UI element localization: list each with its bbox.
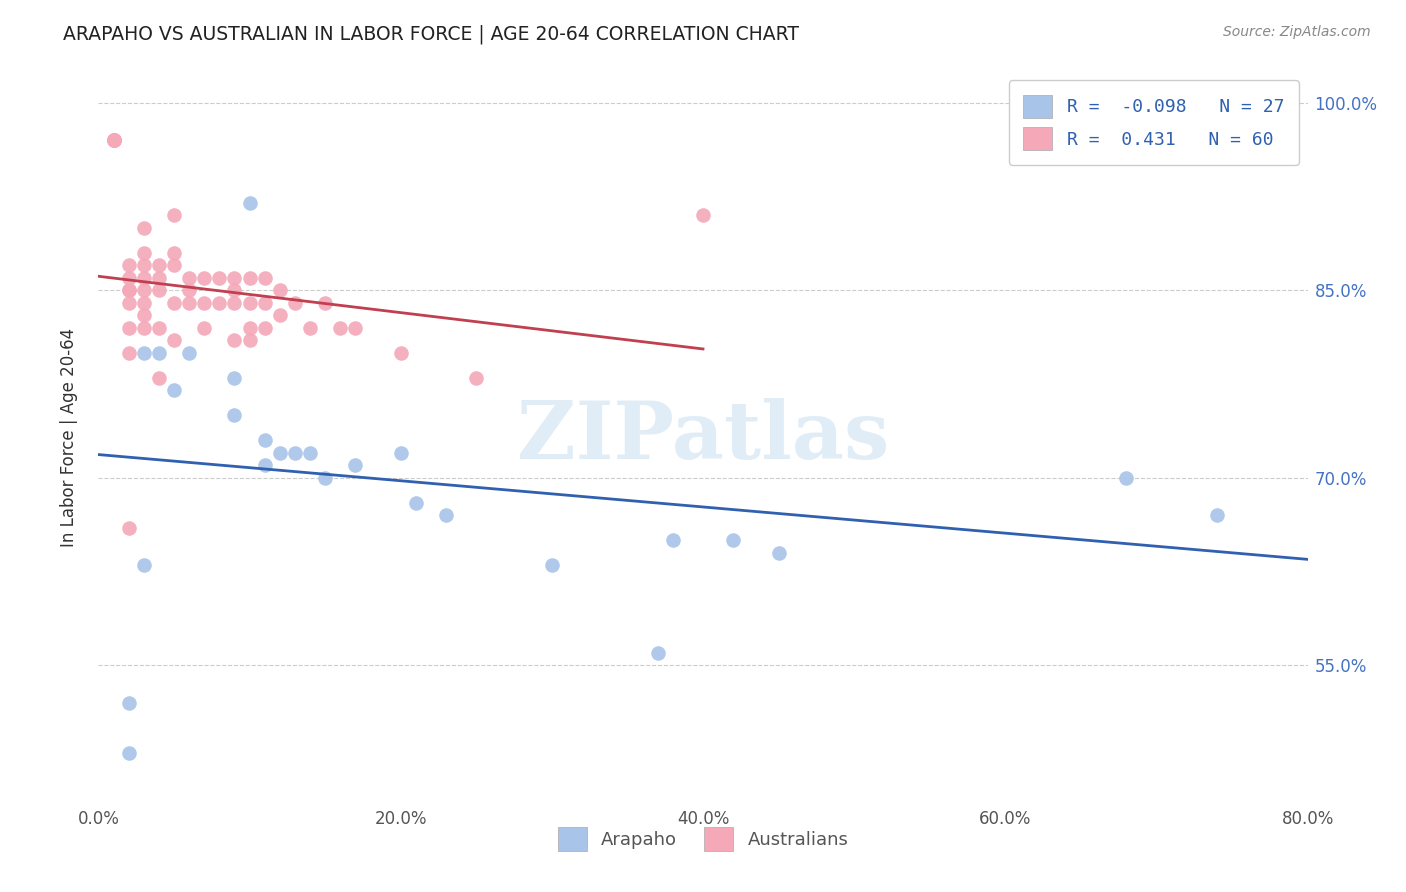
Point: [132, 308, 155, 322]
Point: [314, 295, 336, 310]
Point: [647, 646, 669, 660]
Point: [163, 295, 186, 310]
Point: [148, 370, 170, 384]
Point: [253, 295, 276, 310]
Point: [224, 270, 246, 285]
Point: [132, 283, 155, 297]
Y-axis label: In Labor Force | Age 20-64: In Labor Force | Age 20-64: [59, 327, 77, 547]
Point: [132, 220, 155, 235]
Point: [193, 320, 215, 334]
Point: [132, 320, 155, 334]
Point: [239, 295, 262, 310]
Point: [253, 458, 276, 473]
Point: [118, 270, 141, 285]
Text: ARAPAHO VS AUSTRALIAN IN LABOR FORCE | AGE 20-64 CORRELATION CHART: ARAPAHO VS AUSTRALIAN IN LABOR FORCE | A…: [63, 25, 799, 45]
Point: [723, 533, 745, 548]
Point: [148, 258, 170, 272]
Point: [103, 133, 125, 147]
Point: [1206, 508, 1229, 523]
Point: [224, 333, 246, 347]
Point: [163, 333, 186, 347]
Point: [163, 245, 186, 260]
Point: [118, 283, 141, 297]
Point: [118, 295, 141, 310]
Point: [118, 283, 141, 297]
Point: [163, 208, 186, 222]
Point: [224, 283, 246, 297]
Point: [148, 320, 170, 334]
Point: [239, 270, 262, 285]
Point: [118, 345, 141, 359]
Point: [193, 270, 215, 285]
Legend: Arapaho, Australians: Arapaho, Australians: [548, 818, 858, 860]
Point: [132, 558, 155, 573]
Point: [1115, 471, 1137, 485]
Point: [208, 295, 231, 310]
Point: [148, 345, 170, 359]
Point: [253, 270, 276, 285]
Point: [132, 345, 155, 359]
Point: [284, 295, 307, 310]
Point: [239, 195, 262, 210]
Text: ZIPatlas: ZIPatlas: [517, 398, 889, 476]
Point: [148, 283, 170, 297]
Point: [118, 320, 141, 334]
Point: [299, 320, 322, 334]
Point: [389, 345, 412, 359]
Point: [148, 270, 170, 285]
Point: [269, 283, 291, 297]
Point: [224, 408, 246, 422]
Point: [224, 370, 246, 384]
Point: [540, 558, 562, 573]
Point: [692, 208, 714, 222]
Point: [179, 295, 201, 310]
Point: [768, 546, 790, 560]
Point: [239, 320, 262, 334]
Text: Source: ZipAtlas.com: Source: ZipAtlas.com: [1223, 25, 1371, 39]
Point: [118, 521, 141, 535]
Point: [103, 133, 125, 147]
Point: [253, 434, 276, 448]
Point: [224, 295, 246, 310]
Point: [465, 370, 488, 384]
Point: [163, 258, 186, 272]
Point: [208, 270, 231, 285]
Point: [329, 320, 352, 334]
Point: [132, 270, 155, 285]
Point: [132, 245, 155, 260]
Point: [103, 133, 125, 147]
Point: [118, 696, 141, 710]
Point: [344, 320, 367, 334]
Point: [239, 333, 262, 347]
Point: [179, 270, 201, 285]
Point: [269, 446, 291, 460]
Point: [179, 283, 201, 297]
Point: [314, 471, 336, 485]
Point: [284, 446, 307, 460]
Point: [344, 458, 367, 473]
Point: [299, 446, 322, 460]
Point: [118, 258, 141, 272]
Point: [434, 508, 457, 523]
Point: [163, 383, 186, 397]
Point: [103, 133, 125, 147]
Point: [132, 258, 155, 272]
Point: [103, 133, 125, 147]
Point: [118, 746, 141, 760]
Point: [179, 345, 201, 359]
Point: [389, 446, 412, 460]
Point: [132, 295, 155, 310]
Point: [405, 496, 427, 510]
Point: [193, 295, 215, 310]
Point: [661, 533, 683, 548]
Point: [269, 308, 291, 322]
Point: [253, 320, 276, 334]
